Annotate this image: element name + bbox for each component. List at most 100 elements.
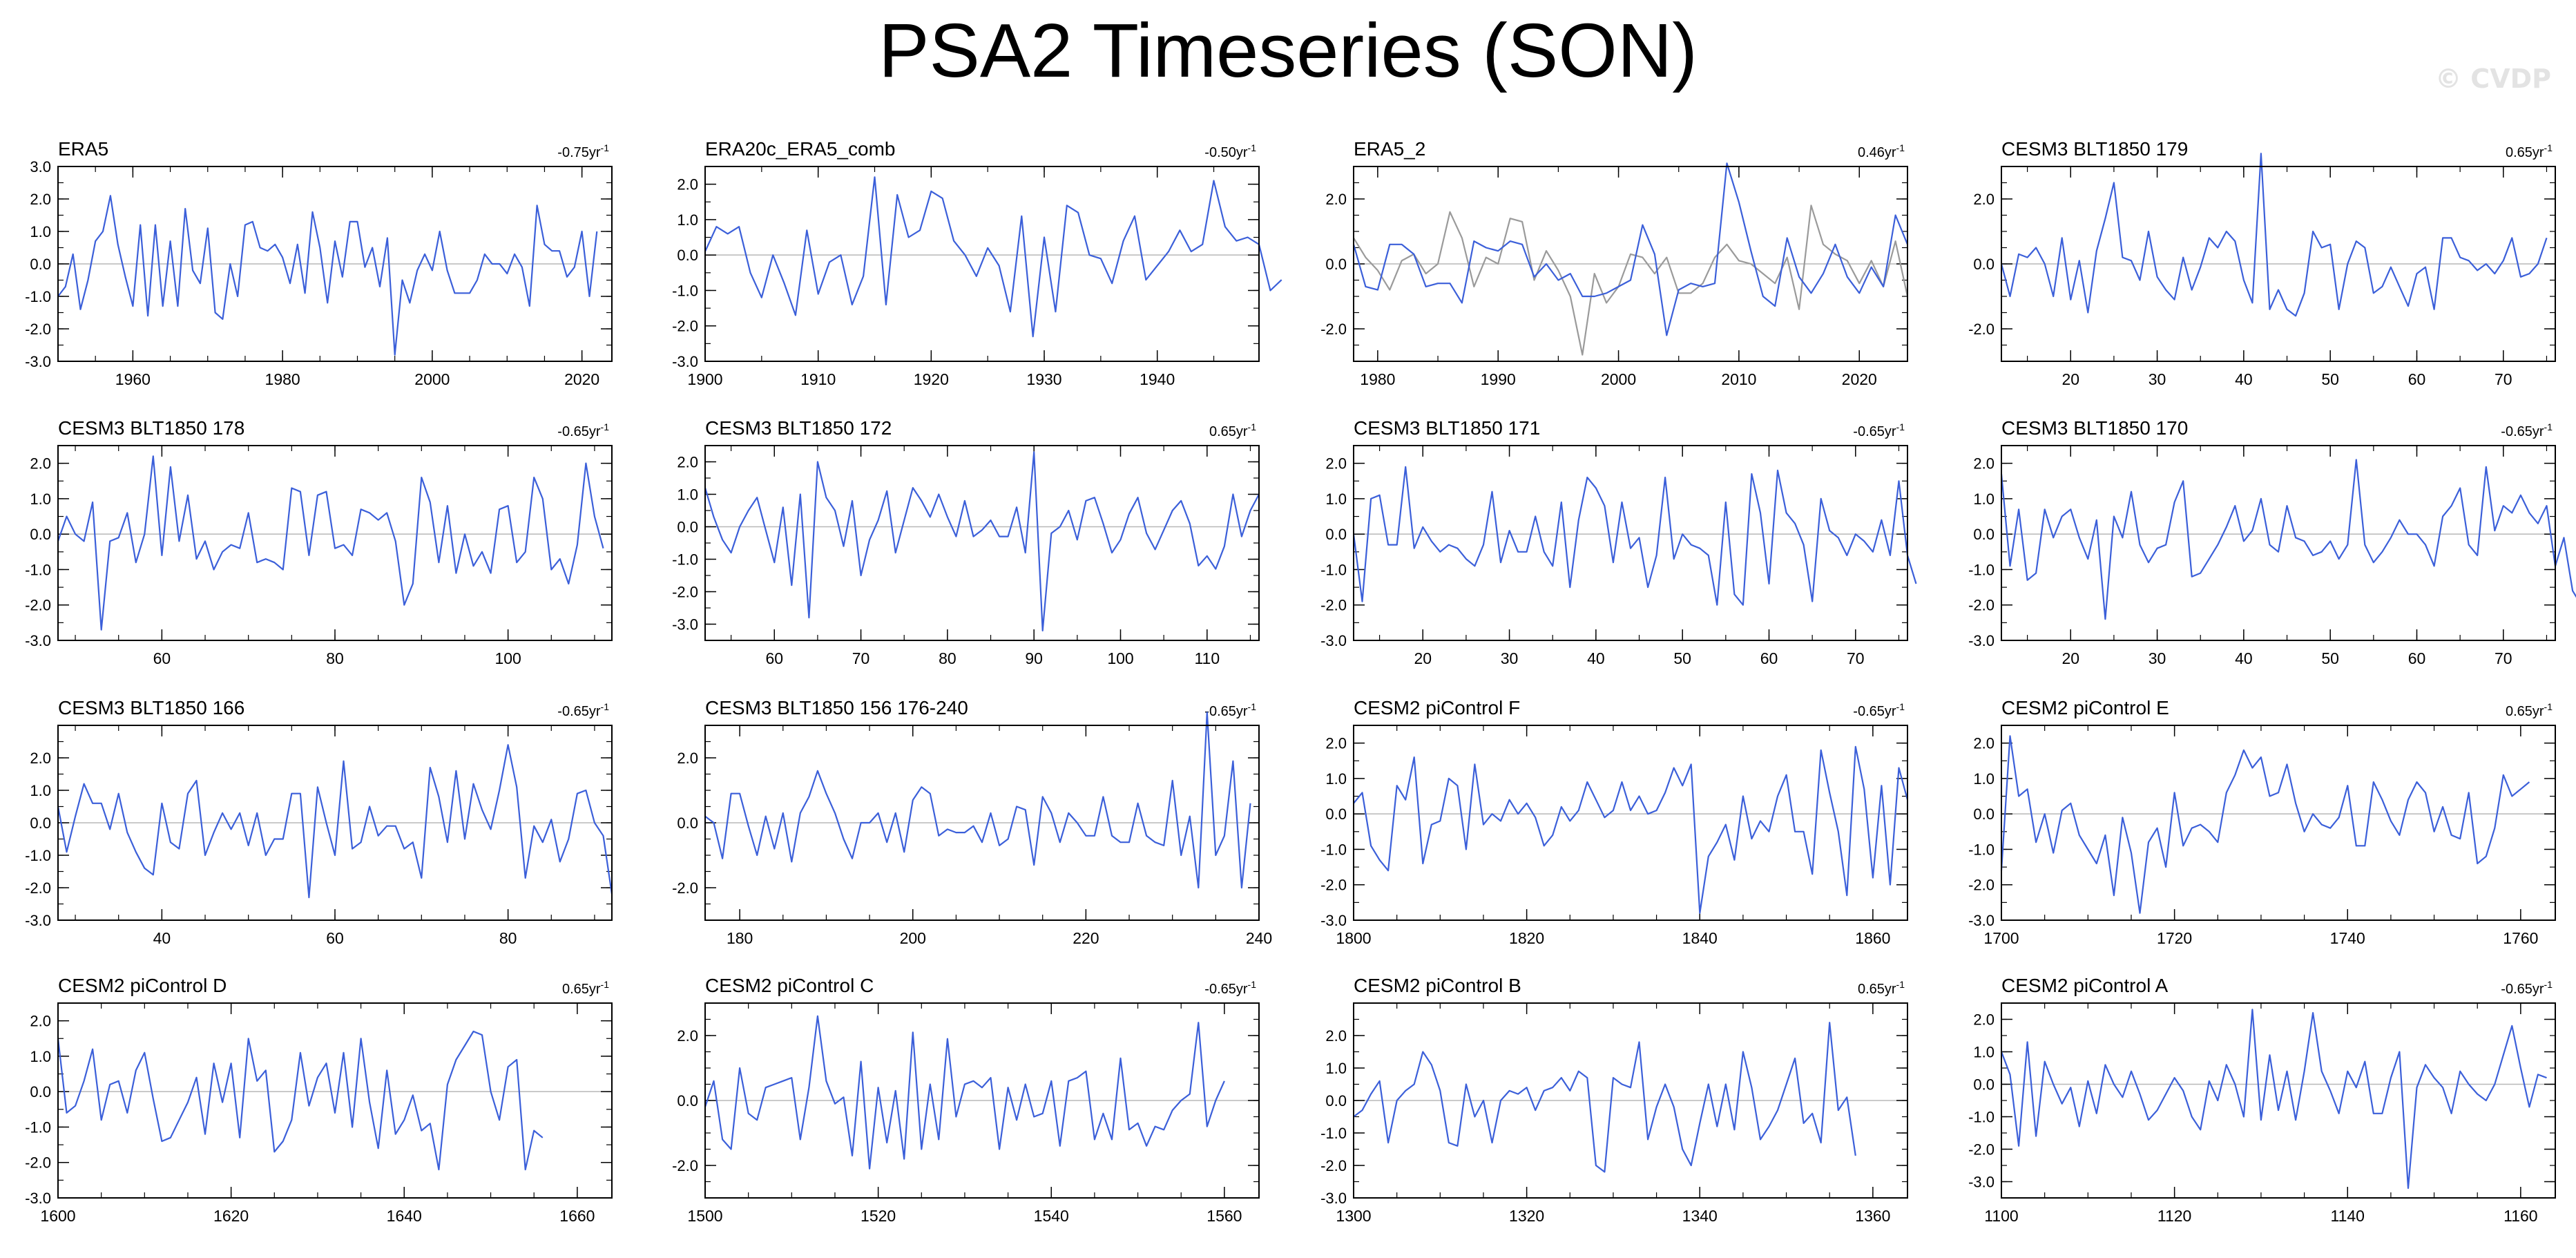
- panel-title: CESM3 BLT1850 172: [705, 417, 892, 439]
- x-tick-label: 100: [1107, 649, 1133, 667]
- x-tick-label: 2020: [1842, 370, 1877, 388]
- x-tick-label: 1720: [2157, 929, 2192, 947]
- y-tick-label: -2.0: [672, 1157, 698, 1174]
- series-line: [1352, 162, 1909, 336]
- trend-value: 0.65yr: [562, 982, 601, 997]
- y-tick-label: 2.0: [677, 176, 698, 193]
- x-tick-label: 1340: [1682, 1207, 1718, 1225]
- x-tick-label: 1980: [1360, 370, 1395, 388]
- x-tick-label: 40: [1587, 649, 1605, 667]
- x-tick-label: 50: [2321, 649, 2339, 667]
- y-tick-label: 2.0: [1973, 191, 1995, 208]
- panel-frame: [57, 1002, 613, 1199]
- y-tick-label: -1.0: [1968, 1109, 1995, 1126]
- y-tick-label: -1.0: [1320, 841, 1347, 858]
- trend-superscript: -1: [2544, 701, 2553, 712]
- y-tick-label: 0.0: [1325, 1092, 1347, 1109]
- panel-trend: -0.65yr-1: [1853, 701, 1905, 719]
- x-tick-label: 1660: [559, 1207, 595, 1225]
- trend-value: 0.65yr: [1858, 982, 1896, 997]
- y-tick-label: 2.0: [1973, 735, 1995, 752]
- x-tick-label: 200: [900, 929, 926, 947]
- panel-title: CESM2 piControl D: [58, 975, 227, 996]
- y-tick-label: 0.0: [1325, 256, 1347, 273]
- panel-frame: [1353, 445, 1908, 641]
- y-tick-label: 2.0: [1973, 455, 1995, 473]
- trend-value: -0.65yr: [557, 704, 601, 719]
- x-tick-label: 60: [1760, 649, 1778, 667]
- panel-title: CESM2 piControl F: [1354, 697, 1520, 718]
- panel-frame: [1353, 725, 1908, 921]
- y-tick-label: 2.0: [1325, 191, 1347, 208]
- x-tick-label: 70: [2495, 370, 2512, 388]
- x-tick-label: 2010: [1721, 370, 1756, 388]
- y-tick-label: 0.0: [677, 814, 698, 832]
- watermark: © CVDP: [2435, 64, 2551, 94]
- panel-trend: -0.65yr-1: [2501, 421, 2553, 439]
- panel-frame: [2001, 725, 2556, 921]
- trend-value: 0.46yr: [1858, 145, 1896, 160]
- x-tick-label: 1990: [1481, 370, 1516, 388]
- panel-trend: -0.65yr-1: [1853, 421, 1905, 439]
- y-tick-label: -1.0: [1968, 561, 1995, 578]
- x-tick-label: 1600: [40, 1207, 75, 1225]
- trend-superscript: -1: [1248, 421, 1257, 432]
- y-tick-label: 0.0: [677, 1092, 698, 1109]
- timeseries-panel: ERA20c_ERA5_comb -0.50yr-1 1900 1910 1920 193…: [672, 138, 1282, 388]
- trend-superscript: -1: [2544, 421, 2553, 432]
- trend-superscript: -1: [601, 979, 610, 990]
- series-line: [2000, 1009, 2547, 1190]
- x-tick-label: 220: [1073, 929, 1099, 947]
- x-tick-label: 1300: [1336, 1207, 1371, 1225]
- y-tick-label: 0.0: [30, 1083, 51, 1100]
- x-tick-label: 1940: [1140, 370, 1175, 388]
- y-tick-label: -2.0: [25, 1154, 51, 1172]
- y-tick-label: -1.0: [1320, 561, 1347, 578]
- trend-superscript: -1: [601, 701, 610, 712]
- y-tick-label: 2.0: [30, 1013, 51, 1030]
- trend-superscript: -1: [1248, 701, 1257, 712]
- x-tick-label: 1900: [687, 370, 722, 388]
- timeseries-panel: CESM2 piControl D 0.65yr-1 1600 1620 1640 166…: [25, 975, 613, 1225]
- y-tick-label: -2.0: [1968, 597, 1995, 614]
- timeseries-panel: CESM2 piControl B 0.65yr-1 1300 1320 1340 136…: [1320, 975, 1908, 1225]
- y-tick-label: -3.0: [25, 1190, 51, 1207]
- trend-superscript: -1: [2544, 142, 2553, 153]
- y-tick-label: -3.0: [1320, 632, 1347, 649]
- series-line: [57, 195, 598, 356]
- y-tick-label: -2.0: [1320, 1157, 1347, 1174]
- x-tick-label: 90: [1025, 649, 1043, 667]
- y-tick-label: 1.0: [1973, 770, 1995, 788]
- y-tick-label: -3.0: [1968, 912, 1995, 929]
- y-tick-label: -1.0: [672, 282, 698, 299]
- trend-value: -0.75yr: [557, 145, 601, 160]
- y-tick-label: -3.0: [1320, 1190, 1347, 1207]
- series-line: [1353, 745, 1909, 914]
- x-tick-label: 2020: [564, 370, 599, 388]
- panel-title: CESM3 BLT1850 171: [1354, 417, 1540, 439]
- panel-frame: [1353, 166, 1908, 362]
- y-tick-label: 0.0: [1973, 526, 1995, 543]
- y-tick-label: -2.0: [1320, 877, 1347, 894]
- x-tick-label: 40: [153, 929, 171, 947]
- series-line: [1353, 1022, 1856, 1173]
- y-tick-label: -2.0: [672, 584, 698, 601]
- page-title: PSA2 Timeseries (SON): [878, 8, 1698, 93]
- x-tick-label: 1540: [1034, 1207, 1069, 1225]
- series-line: [57, 455, 604, 631]
- y-tick-label: 1.0: [1973, 1044, 1995, 1061]
- y-tick-label: 0.0: [1973, 256, 1995, 273]
- x-tick-label: 100: [494, 649, 521, 667]
- panel-trend: 0.65yr-1: [2506, 142, 2553, 160]
- y-tick-label: -3.0: [25, 353, 51, 370]
- trend-superscript: -1: [1248, 979, 1257, 990]
- x-tick-label: 30: [2149, 649, 2166, 667]
- y-tick-label: -3.0: [1968, 632, 1995, 649]
- timeseries-panel: CESM3 BLT1850 172 0.65yr-1 60 70 80 90 100 110 -…: [672, 417, 1260, 667]
- series-line: [1352, 466, 1917, 606]
- x-tick-label: 110: [1194, 649, 1220, 667]
- panel-trend: -0.75yr-1: [557, 142, 609, 160]
- y-tick-label: 0.0: [1973, 806, 1995, 823]
- trend-value: -0.65yr: [2501, 982, 2544, 997]
- timeseries-panel: CESM2 piControl C -0.65yr-1 1500 1520 1540 15…: [672, 975, 1260, 1225]
